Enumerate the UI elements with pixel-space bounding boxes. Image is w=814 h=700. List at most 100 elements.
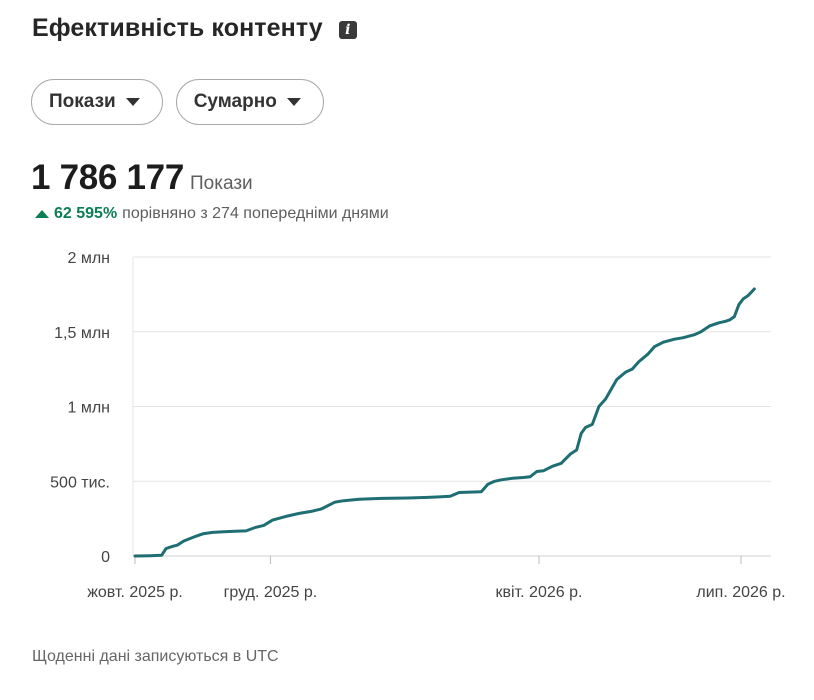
data-point <box>597 405 601 408</box>
data-point <box>624 370 627 374</box>
data-point <box>551 465 554 468</box>
data-point <box>746 294 749 298</box>
data-point <box>750 290 754 293</box>
data-point <box>311 509 314 513</box>
data-point <box>604 397 607 401</box>
data-point <box>480 490 483 493</box>
y-tick-label: 500 тис. <box>50 474 110 491</box>
data-point <box>342 499 345 502</box>
mode-dropdown[interactable]: Сумарно <box>175 79 324 125</box>
data-point <box>717 321 721 324</box>
total-label: Покази <box>190 173 253 194</box>
data-point <box>728 318 732 321</box>
x-tick-label: жовт. 2025 р. <box>87 584 183 601</box>
y-tick-label: 1,5 млн <box>54 325 110 342</box>
data-point <box>542 469 545 472</box>
data-point <box>164 547 168 550</box>
grid <box>132 256 771 557</box>
page-title: Ефективність контенту <box>32 14 323 42</box>
data-point <box>615 378 618 381</box>
data-point <box>653 345 656 348</box>
caret-down-icon <box>286 98 301 106</box>
y-tick-label: 0 <box>101 549 110 566</box>
data-point <box>753 287 756 291</box>
data-point <box>737 303 740 307</box>
data-point <box>522 476 525 479</box>
data-point <box>202 532 206 535</box>
data-point <box>160 554 163 557</box>
data-point <box>682 336 685 339</box>
data-point <box>742 297 745 301</box>
data-point <box>437 495 441 499</box>
y-tick-label: 2 млн <box>67 250 110 267</box>
data-point <box>175 544 179 547</box>
data-point <box>584 426 587 429</box>
total-value: 1 786 177 <box>31 158 185 197</box>
x-axis: жовт. 2025 р. груд. 2025 р. квіт. 2026 р. л… <box>87 556 786 601</box>
data-point <box>662 341 665 344</box>
impressions-series-line <box>133 287 756 558</box>
change-description: порівняно з 274 попередніми днями <box>122 205 389 222</box>
caret-down-icon <box>125 98 140 106</box>
x-tick-label: лип. 2026 р. <box>696 584 785 601</box>
data-point <box>673 338 676 341</box>
data-point <box>133 554 137 558</box>
data-point <box>699 330 703 333</box>
data-point <box>171 545 174 548</box>
series <box>133 287 756 558</box>
data-point <box>631 367 634 371</box>
data-point <box>449 495 452 498</box>
data-point <box>333 500 336 504</box>
filter-bar: Покази Сумарно <box>31 79 324 125</box>
mode-dropdown-label: Сумарно <box>193 91 277 112</box>
data-point <box>222 530 225 533</box>
data-point <box>535 470 538 473</box>
data-point <box>591 423 594 426</box>
change-indicator: 62 595% порівняно з 274 попередніми дням… <box>35 205 389 223</box>
data-point <box>733 315 736 318</box>
change-percent: 62 595% <box>54 205 118 222</box>
impressions-line-chart: 0 500 тис. 1 млн 1,5 млн 2 млн жовт. 2025 р.… <box>50 250 786 601</box>
metric-dropdown-label: Покази <box>49 91 116 112</box>
data-point <box>708 324 712 327</box>
summary-metric: 1 786 177 Покази <box>31 158 253 198</box>
data-point <box>233 530 237 533</box>
data-point <box>284 515 288 518</box>
data-point <box>271 518 274 522</box>
data-point <box>262 524 265 527</box>
x-tick-label: квіт. 2026 р. <box>496 584 583 601</box>
y-tick-label: 1 млн <box>67 400 110 417</box>
data-point <box>637 360 641 363</box>
data-point <box>511 477 514 480</box>
data-point <box>211 531 214 534</box>
data-point <box>380 497 383 500</box>
data-point <box>253 526 257 529</box>
data-point <box>486 483 490 486</box>
data-point <box>493 480 496 483</box>
data-point <box>646 352 649 356</box>
y-axis: 0 500 тис. 1 млн 1,5 млн 2 млн <box>50 250 110 566</box>
data-point <box>298 512 301 515</box>
data-point <box>193 535 197 538</box>
data-point <box>149 554 152 557</box>
info-icon[interactable] <box>338 20 357 39</box>
data-point <box>357 497 361 501</box>
data-point <box>320 507 323 511</box>
data-point <box>579 432 583 435</box>
arrow-up-icon <box>35 210 49 218</box>
data-point <box>500 478 503 481</box>
data-point <box>693 333 696 336</box>
data-point <box>724 320 727 323</box>
panel-header: Ефективність контенту <box>32 14 357 43</box>
metric-dropdown[interactable]: Покази <box>31 79 163 125</box>
data-point <box>575 448 578 452</box>
data-point <box>406 496 410 500</box>
utc-footnote: Щоденні дані записуються в UTC <box>32 648 279 665</box>
data-point <box>528 475 532 478</box>
data-point <box>457 491 461 494</box>
data-point <box>426 496 430 499</box>
data-point <box>568 453 572 456</box>
data-point <box>244 529 248 533</box>
data-point <box>559 462 563 465</box>
x-tick-label: груд. 2025 р. <box>224 584 318 601</box>
